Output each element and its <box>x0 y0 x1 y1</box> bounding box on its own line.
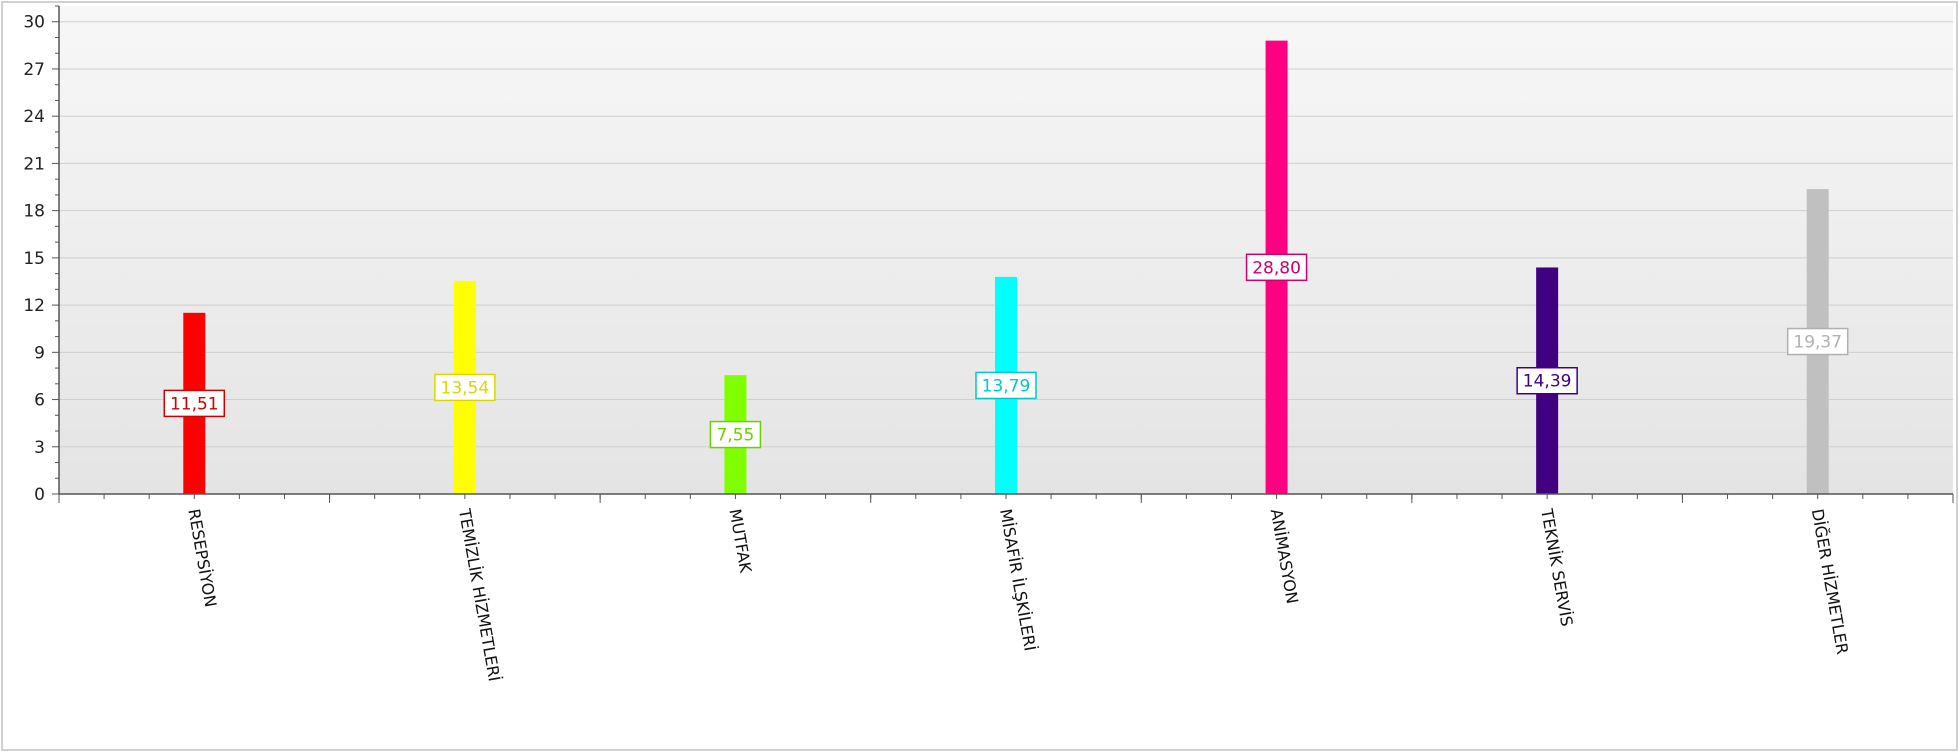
data-label-box <box>434 373 496 402</box>
data-label-box <box>1245 253 1308 282</box>
data-label-box <box>1516 366 1578 395</box>
y-axis-ticks: 0 3 6 9 12 15 18 21 24 27 30 <box>23 5 59 505</box>
y-tick-label: 9 <box>34 343 45 363</box>
data-label: 13,79 <box>982 376 1031 396</box>
x-axis-ticks <box>58 494 1954 503</box>
data-label: 19,37 <box>1793 333 1842 353</box>
data-labels: 11,51 13,54 7,55 13,79 28,80 14,39 19,37 <box>163 253 1849 449</box>
data-label: 13,54 <box>441 378 490 398</box>
y-tick-label: 27 <box>23 60 45 80</box>
y-tick-label: 18 <box>23 202 45 222</box>
y-tick-label: 12 <box>23 296 45 316</box>
data-label: 14,39 <box>1523 372 1572 392</box>
y-tick-label: 24 <box>23 107 45 127</box>
data-label: 11,51 <box>170 394 219 414</box>
y-tick-label: 30 <box>23 13 45 33</box>
data-label: 7,55 <box>716 426 754 446</box>
data-label-box <box>975 371 1037 400</box>
y-tick-label: 0 <box>34 485 45 505</box>
data-label-box <box>709 420 762 449</box>
y-tick-label: 15 <box>23 249 45 269</box>
y-tick-label: 3 <box>34 438 45 458</box>
y-tick-label: 21 <box>23 154 45 174</box>
data-label-box <box>163 389 226 418</box>
data-label: 28,80 <box>1252 258 1301 278</box>
data-label-box <box>1786 327 1849 356</box>
y-tick-label: 6 <box>34 391 45 411</box>
